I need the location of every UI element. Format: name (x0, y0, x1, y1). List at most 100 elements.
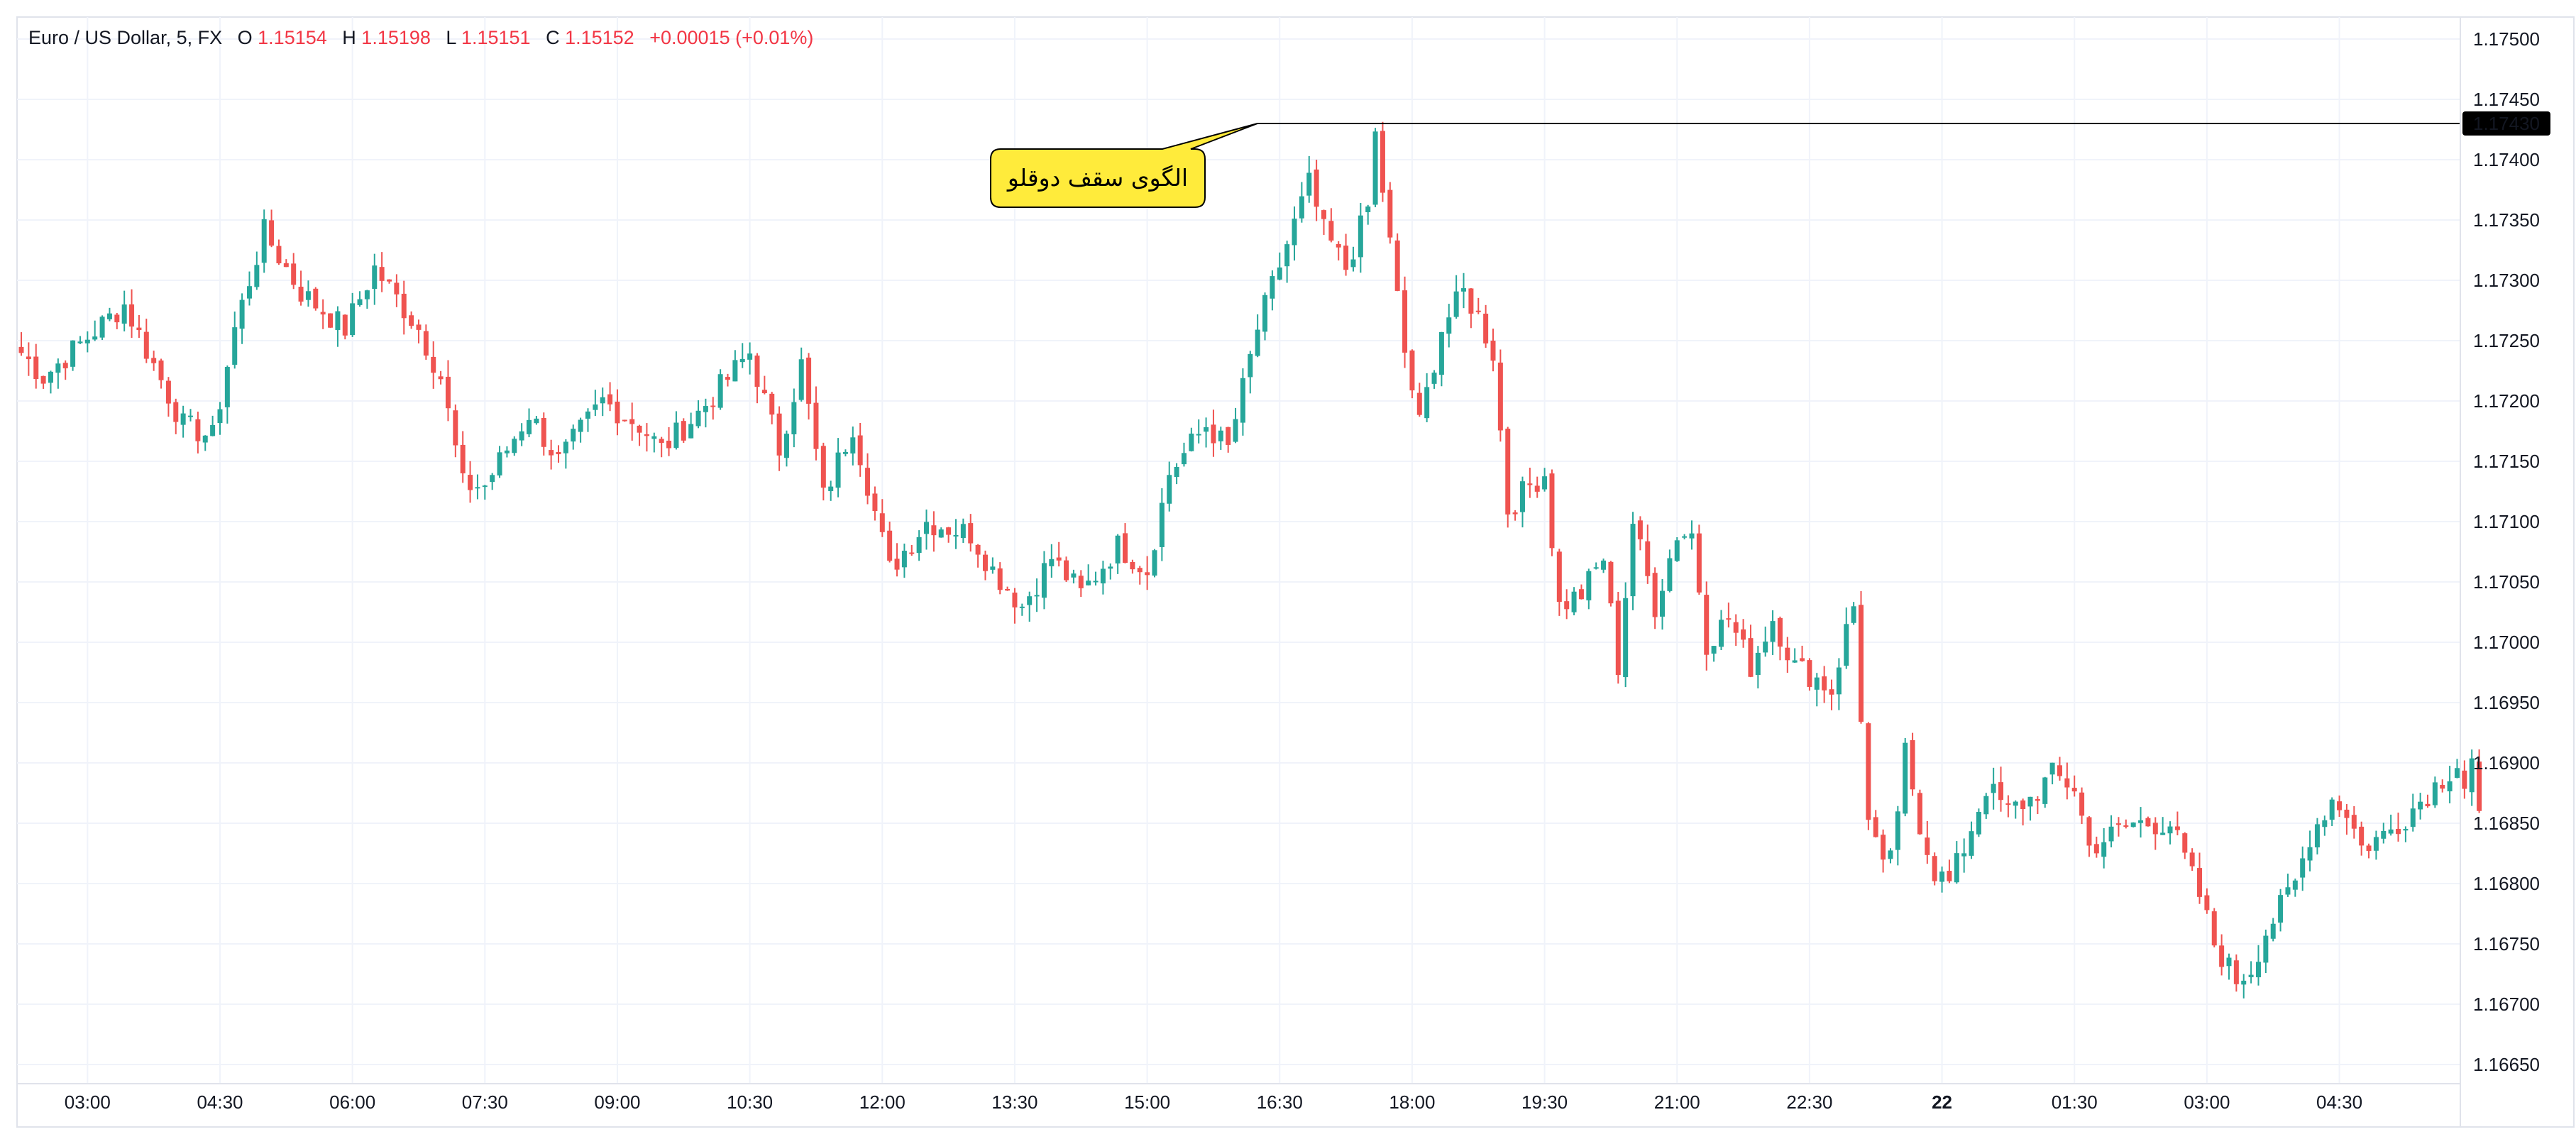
candle-body (453, 410, 458, 446)
candle-body (2219, 945, 2225, 967)
candle-body (1682, 536, 1688, 538)
time-tick-label: 19:30 (1521, 1091, 1568, 1113)
candle-body (143, 331, 149, 359)
candle-body (180, 413, 186, 425)
candle-body (1608, 561, 1614, 604)
candle-body (783, 434, 789, 458)
candle-body (541, 417, 546, 447)
time-axis[interactable]: 03:00 04:30 06:00 07:30 09:00 10:30 12:00 13:30… (65, 1091, 2362, 1113)
candle-body (210, 424, 216, 436)
candle-body (1005, 589, 1011, 591)
candle-body (1453, 291, 1459, 317)
candle-body (1255, 329, 1260, 356)
candle-body (497, 452, 502, 475)
candle-body (968, 523, 974, 544)
candle-body (835, 452, 841, 488)
candle-body (1093, 581, 1099, 583)
candle-body (519, 431, 524, 441)
candle-body (372, 265, 378, 290)
candle-body (1586, 571, 1592, 600)
candle-body (246, 286, 252, 299)
candle-body (2005, 803, 2011, 805)
candle-body (305, 291, 311, 300)
candle-body (2035, 799, 2040, 801)
price-tick-label: 1.17450 (2473, 89, 2540, 110)
price-tick-label: 1.17400 (2473, 149, 2540, 170)
candle-body (1292, 219, 1297, 246)
candle-body (791, 402, 797, 435)
candle-body (18, 346, 24, 353)
candle-body (1071, 573, 1077, 578)
candle-body (99, 317, 105, 338)
candle-body (1019, 606, 1025, 608)
candle-body (423, 331, 429, 356)
candle-body (2027, 796, 2033, 807)
time-tick-label: 15:00 (1124, 1091, 1170, 1113)
price-tick-label: 1.17200 (2473, 390, 2540, 412)
price-axis[interactable]: 1.17500 1.17450 1.17400 1.17350 1.17300 1.172… (2473, 28, 2540, 1075)
candle-body (1431, 373, 1437, 384)
candle-body (2344, 809, 2350, 818)
candle-body (48, 371, 53, 383)
callout-bubble[interactable] (990, 123, 1258, 208)
candle-body (2167, 826, 2173, 834)
candle-body (1800, 658, 1805, 661)
candle-body (2138, 820, 2144, 823)
candle-body (1012, 593, 1018, 607)
time-tick-label: 13:30 (991, 1091, 1037, 1113)
candle-body (2233, 960, 2239, 984)
candle-body (401, 293, 407, 319)
candle-body (1137, 568, 1143, 573)
candle-body (1034, 595, 1040, 597)
candle-body (1527, 483, 1533, 485)
candle-body (725, 377, 731, 380)
candle-body (40, 375, 46, 384)
candle-body (2152, 823, 2158, 835)
candle-body (438, 376, 444, 380)
candle-body (2182, 833, 2188, 853)
high-label: H (342, 27, 356, 48)
candle-body (313, 288, 319, 309)
candle-body (445, 376, 451, 409)
candle-body (1108, 566, 1113, 569)
candle-body (2403, 829, 2409, 831)
candle-body (534, 418, 539, 424)
candle-body (2255, 962, 2261, 978)
candle-body (1814, 677, 1820, 690)
candle-body (1086, 581, 1091, 585)
candle-body (2292, 880, 2298, 890)
candle-body (2079, 792, 2085, 816)
candle-body (1851, 606, 1856, 623)
price-tag-background (2462, 111, 2550, 136)
candle-body (2432, 782, 2438, 805)
candle-body (1358, 215, 1363, 258)
candle-body (607, 394, 613, 405)
candle-body (1475, 310, 1481, 312)
candle-body (673, 422, 679, 449)
candle-body (261, 219, 267, 263)
candle-body (2418, 801, 2423, 810)
price-tick-label: 1.16800 (2473, 873, 2540, 894)
candle-body (2351, 815, 2357, 829)
candle-body (55, 363, 61, 373)
candle-body (1027, 596, 1033, 605)
candle-body (1807, 660, 1812, 687)
candle-body (1888, 850, 1893, 859)
candle-body (2366, 845, 2372, 851)
candle-body (2042, 777, 2048, 804)
candle-body (188, 415, 194, 417)
candle-body (2241, 980, 2247, 985)
candle-body (1711, 646, 1717, 654)
high-value: 1.15198 (361, 27, 431, 48)
candle-body (1064, 560, 1069, 581)
candle-body (1903, 742, 1908, 814)
candle-body (151, 358, 157, 363)
candle-body (62, 363, 68, 368)
candle-body (269, 220, 275, 246)
candle-body (1689, 533, 1695, 539)
candle-body (1189, 434, 1194, 451)
candle-body (1601, 560, 1607, 570)
candle-body (850, 437, 856, 453)
time-tick-label: 12:00 (859, 1091, 906, 1113)
